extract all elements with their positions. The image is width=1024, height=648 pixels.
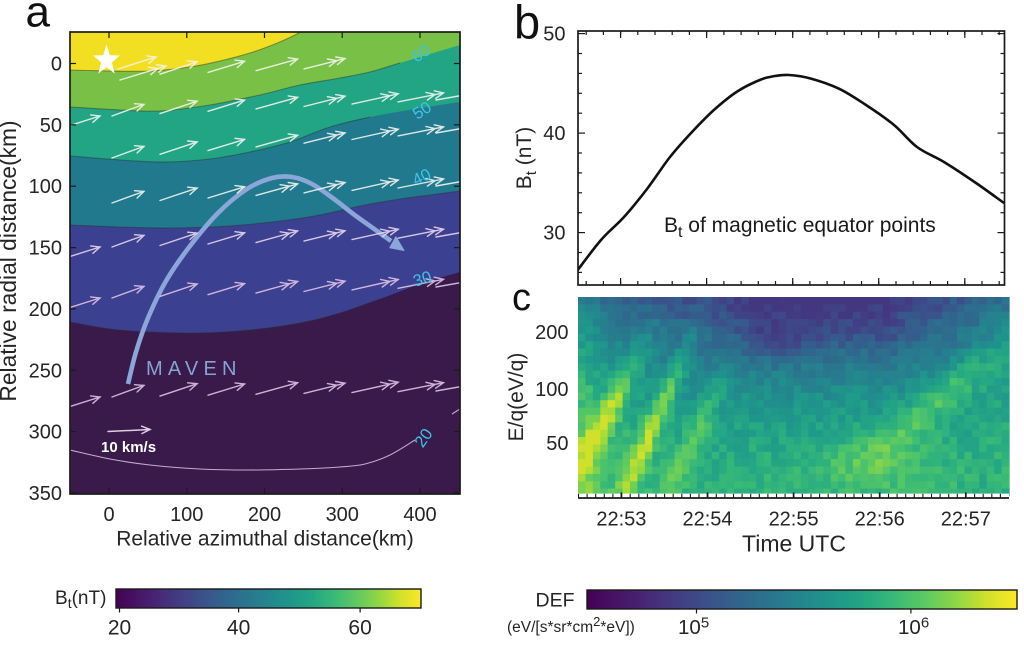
- svg-text:150: 150: [29, 238, 62, 260]
- svg-text:30: 30: [411, 268, 434, 291]
- svg-text:22:57: 22:57: [941, 509, 991, 531]
- svg-text:100: 100: [535, 379, 568, 401]
- svg-text:100: 100: [29, 176, 62, 198]
- svg-text:400: 400: [403, 504, 436, 526]
- svg-text:200: 200: [535, 322, 568, 344]
- svg-text:20: 20: [108, 617, 131, 640]
- svg-text:22:53: 22:53: [596, 509, 646, 531]
- svg-text:50: 50: [546, 433, 568, 455]
- svg-text:60: 60: [348, 617, 371, 640]
- svg-text:22:54: 22:54: [682, 509, 732, 531]
- svg-text:50: 50: [543, 24, 565, 46]
- svg-text:DEF: DEF: [536, 590, 575, 612]
- svg-text:Bt of magnetic equator points: Bt of magnetic equator points: [664, 214, 936, 241]
- svg-text:22:56: 22:56: [855, 509, 905, 531]
- svg-text:(eV/[s*sr*cm2*eV]): (eV/[s*sr*cm2*eV]): [507, 614, 635, 636]
- svg-text:a: a: [26, 0, 51, 37]
- svg-text:300: 300: [326, 504, 359, 526]
- svg-text:0: 0: [103, 504, 114, 526]
- svg-text:40: 40: [227, 617, 250, 640]
- svg-text:100: 100: [170, 504, 203, 526]
- svg-text:b: b: [514, 0, 540, 49]
- svg-text:Bt(nT): Bt(nT): [55, 588, 106, 611]
- svg-text:22:55: 22:55: [769, 509, 819, 531]
- svg-text:250: 250: [29, 360, 62, 382]
- svg-text:0: 0: [51, 54, 62, 76]
- svg-text:Relative radial distance(km): Relative radial distance(km): [0, 120, 21, 401]
- svg-text:200: 200: [29, 299, 62, 321]
- svg-text:300: 300: [29, 422, 62, 444]
- svg-text:MAVEN: MAVEN: [146, 358, 242, 380]
- svg-text:c: c: [512, 277, 531, 319]
- svg-text:50: 50: [40, 115, 62, 137]
- svg-text:Time UTC: Time UTC: [742, 531, 846, 557]
- svg-text:40: 40: [543, 123, 565, 145]
- svg-text:Relative azimuthal distance(km: Relative azimuthal distance(km): [116, 528, 414, 551]
- svg-text:350: 350: [29, 483, 62, 505]
- svg-text:30: 30: [543, 223, 565, 245]
- svg-text:E/q(eV/q): E/q(eV/q): [505, 353, 528, 442]
- svg-text:10 km/s: 10 km/s: [101, 439, 156, 456]
- svg-text:Bt (nT): Bt (nT): [513, 127, 540, 190]
- svg-text:200: 200: [248, 504, 281, 526]
